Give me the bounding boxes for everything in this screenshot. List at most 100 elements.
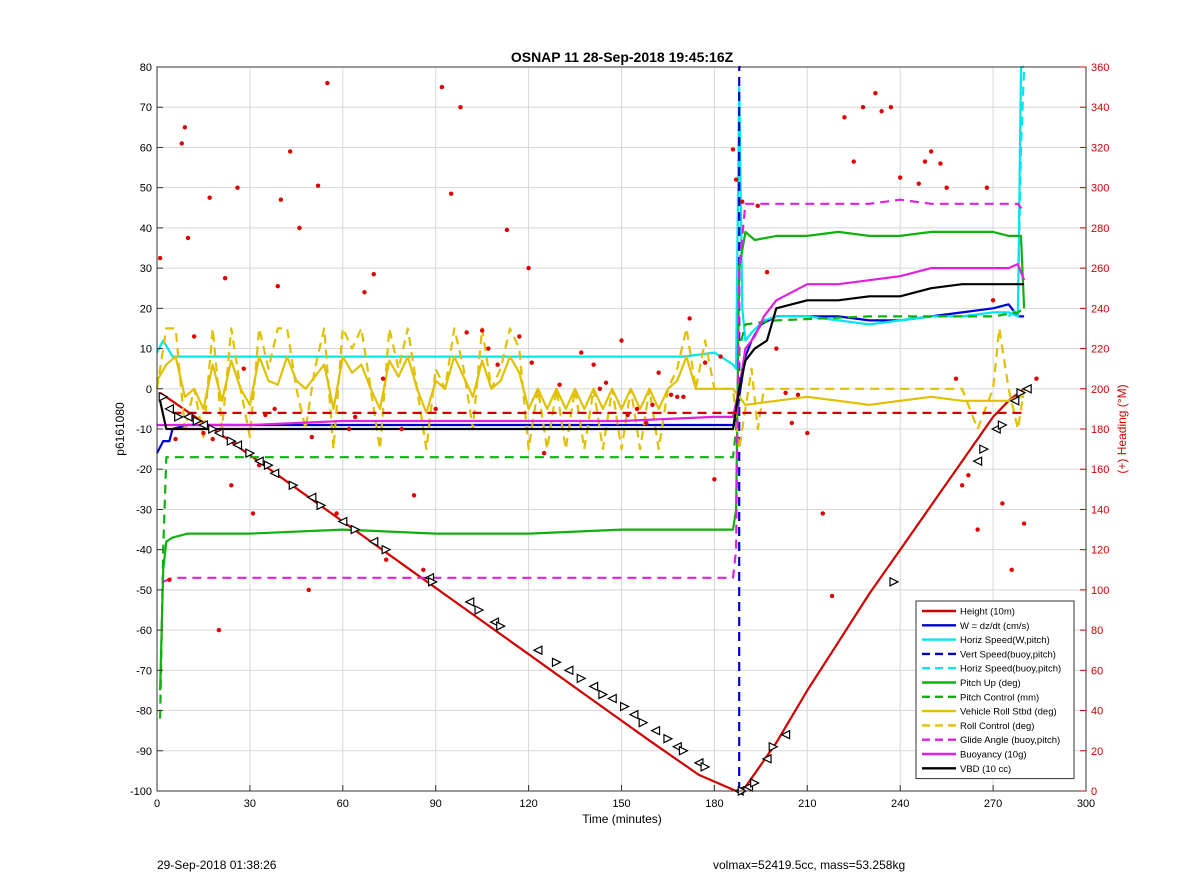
heading-point — [362, 290, 367, 295]
height-marker — [198, 420, 209, 430]
heading-point — [842, 115, 847, 120]
y2-tick-label: 140 — [1091, 504, 1109, 516]
heading-point — [541, 450, 547, 456]
y-axis-label: p6161080 — [113, 402, 127, 456]
heading-point — [458, 105, 463, 110]
height-marker — [306, 492, 317, 503]
series-line — [159, 307, 1025, 719]
height-marker — [650, 725, 661, 736]
heading-point — [990, 298, 996, 303]
heading-point — [495, 362, 500, 367]
height-marker — [253, 456, 264, 467]
footer-timestamp: 29-Sep-2018 01:38:26 — [157, 858, 277, 872]
heading-point — [579, 350, 584, 355]
y-tick-label: -20 — [136, 464, 152, 476]
height-marker — [576, 673, 587, 684]
y-tick-label: 70 — [140, 102, 152, 114]
y-tick-label: 30 — [140, 263, 152, 275]
heading-point — [297, 225, 302, 231]
heading-point — [1000, 501, 1005, 506]
heading-point — [733, 177, 739, 182]
height-marker — [428, 576, 438, 587]
heading-point — [634, 406, 640, 412]
heading-point — [795, 392, 801, 398]
heading-point — [712, 477, 717, 482]
legend-label: Glide Angle (buoy,pitch) — [960, 735, 1060, 746]
heading-point — [201, 430, 206, 436]
height-marker — [1016, 387, 1027, 398]
y2-axis-label: (+) Heading (°M) — [1115, 384, 1129, 473]
axes: 0 30 60 90 120 150 180 210 240 270 300-100-90-80-7… — [130, 62, 1109, 810]
x-tick-label: 210 — [798, 798, 816, 810]
x-tick-label: 120 — [519, 798, 537, 810]
heading-point — [529, 360, 534, 365]
y-tick-label: 0 — [146, 384, 152, 396]
series-line — [162, 198, 1025, 583]
heading-point — [275, 284, 280, 289]
height-marker — [464, 596, 475, 607]
x-tick-label: 180 — [705, 798, 723, 810]
heading-point — [383, 557, 389, 562]
footer-info: volmax=52419.5cc, mass=53.258kg — [713, 858, 906, 872]
x-tick-label: 270 — [984, 798, 1002, 810]
height-marker — [192, 415, 203, 426]
heading-point — [879, 109, 884, 114]
heading-point — [210, 436, 215, 442]
heading-point — [873, 90, 878, 96]
height-marker — [1021, 383, 1032, 394]
heading-point — [433, 406, 438, 412]
heading-points — [157, 80, 1039, 633]
heading-point — [591, 362, 596, 367]
height-marker — [232, 440, 243, 451]
y2-tick-label: 120 — [1091, 545, 1109, 557]
height-marker — [337, 516, 348, 527]
heading-point — [306, 587, 311, 593]
y2-tick-label: 340 — [1091, 102, 1109, 114]
y-tick-label: -30 — [136, 504, 152, 516]
series-line — [155, 327, 1026, 451]
x-tick-label: 300 — [1077, 798, 1095, 810]
heading-point — [656, 370, 661, 375]
height-marker — [174, 411, 185, 422]
height-marker — [226, 436, 237, 447]
legend-label: VBD (10 cc) — [960, 764, 1011, 775]
legend-label: Vert Speed(buoy,pitch) — [960, 649, 1056, 660]
height-marker — [350, 524, 361, 535]
heading-point — [730, 147, 736, 152]
heading-point — [829, 593, 835, 599]
heading-point — [464, 330, 469, 335]
heading-point — [421, 567, 426, 572]
y2-tick-label: 360 — [1091, 62, 1109, 74]
series-line — [156, 303, 1025, 454]
heading-point — [167, 577, 172, 583]
y2-tick-label: 320 — [1091, 142, 1109, 154]
heading-point — [966, 473, 971, 478]
heading-point — [944, 185, 949, 190]
height-markers — [158, 383, 1032, 796]
height-marker — [768, 741, 779, 752]
heading-point — [888, 105, 894, 110]
heading-point — [250, 511, 256, 516]
series-line — [157, 263, 1026, 427]
height-marker — [164, 403, 174, 414]
height-marker — [316, 500, 327, 511]
heading-point — [702, 360, 708, 365]
heading-point — [687, 316, 692, 321]
y-tick-label: -70 — [136, 665, 152, 677]
heading-point — [191, 334, 197, 339]
heading-point — [448, 191, 454, 196]
heading-point — [287, 149, 293, 154]
y2-tick-label: 260 — [1091, 263, 1109, 275]
heading-point — [185, 235, 191, 241]
y2-tick-label: 80 — [1091, 625, 1103, 637]
heading-point — [222, 275, 228, 281]
y2-tick-label: 60 — [1091, 665, 1103, 677]
height-marker — [563, 665, 574, 676]
heading-point — [922, 159, 928, 164]
heading-point — [399, 426, 404, 432]
x-tick-label: 90 — [430, 798, 442, 810]
heading-point — [860, 105, 866, 110]
legend-label: Roll Control (deg) — [960, 721, 1034, 732]
heading-point — [755, 203, 760, 208]
x-tick-label: 240 — [891, 798, 909, 810]
